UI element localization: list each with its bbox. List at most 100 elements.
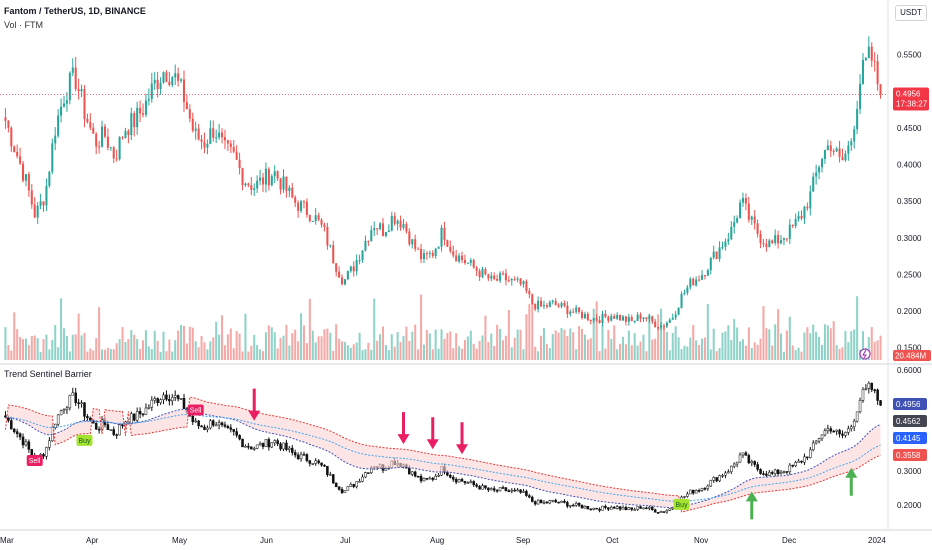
indicator-candle-body (762, 473, 765, 475)
volume-bar (24, 338, 27, 360)
price-tick-label: 0.4000 (897, 161, 922, 170)
indicator-candle-body (484, 485, 487, 489)
volume-bar (370, 349, 373, 360)
indicator-candle-body (238, 435, 241, 440)
down-arrow-icon (397, 412, 410, 445)
volume-bar (235, 331, 238, 360)
volume-bar (586, 339, 589, 360)
volume-bar (45, 334, 48, 360)
indicator-candle-body (873, 389, 876, 391)
candle-body (297, 202, 300, 211)
indicator-candle-body (569, 504, 572, 507)
volume-bar (147, 346, 150, 360)
volume-bar (759, 338, 762, 360)
indicator-candle-body (349, 484, 353, 487)
indicator-candle-body (282, 442, 285, 450)
indicator-candle-body (615, 506, 619, 509)
indicator-candle-body (847, 428, 850, 433)
volume-bar (727, 325, 730, 360)
indicator-candle-body (574, 503, 578, 506)
candle-body (338, 271, 341, 278)
candle-body (627, 316, 630, 322)
indicator-candle-body (741, 452, 745, 456)
volume-bar (311, 330, 314, 360)
volume-bar (182, 325, 186, 360)
volume-bar (774, 324, 777, 360)
volume-bar (487, 342, 490, 360)
candle-body (739, 202, 742, 219)
volume-bar (780, 333, 783, 360)
indicator-candle-body (510, 489, 514, 492)
lightning-icon[interactable] (859, 348, 871, 360)
indicator-candle-body (241, 438, 244, 448)
volume-bar (54, 325, 57, 360)
candle-body (62, 103, 66, 107)
indicator-candle-body (132, 413, 136, 421)
volume-bar (832, 321, 835, 360)
candle-body (232, 147, 235, 152)
candle-body (159, 82, 162, 90)
volume-bar (305, 343, 308, 360)
currency-button[interactable]: USDT (895, 5, 927, 21)
indicator-candle-body (200, 425, 203, 428)
volume-bar (531, 303, 534, 360)
candle-body (750, 216, 753, 220)
volume-bar (39, 351, 42, 360)
buy-signal-badge (76, 434, 93, 446)
candle-body (10, 127, 13, 147)
candle-body (425, 253, 428, 255)
indicator-candle-body (779, 471, 783, 474)
indicator-candle-body (797, 460, 800, 463)
candle-body (74, 67, 77, 90)
time-tick-label: Apr (86, 536, 99, 545)
time-tick-label: Jul (340, 536, 350, 545)
volume-bar (343, 341, 346, 360)
price-axis[interactable]: 0.495617:38:270.55000.45000.40000.35000.… (859, 51, 931, 510)
volume-bar (806, 327, 809, 360)
candle-body (782, 238, 785, 241)
indicator-candle-body (162, 394, 165, 400)
candle-body (542, 305, 545, 307)
indicator-candle-body (864, 388, 868, 390)
volume-bar (244, 313, 247, 360)
volume-bar (481, 335, 484, 360)
volume-bar (300, 313, 303, 360)
volume-bar (607, 329, 610, 360)
volume-bar (159, 351, 162, 360)
indicator-candle-body (624, 507, 628, 511)
indicator-candle-body (469, 481, 473, 483)
volume-bar (352, 344, 355, 360)
candle-body (311, 220, 314, 222)
volume-bar (177, 330, 180, 360)
indicator-candle-body (71, 392, 75, 396)
indicator-candle-body (326, 465, 329, 475)
indicator-candle-body (24, 441, 28, 446)
indicator-candle-body (744, 452, 748, 456)
candle-body (180, 79, 183, 81)
volume-bar (484, 315, 487, 360)
time-axis[interactable]: Mar Apr May Jun Jul Aug Sep Oct Nov Dec 2024 (0, 536, 886, 545)
volume-bar (616, 349, 619, 360)
indicator-candle-body (475, 484, 478, 487)
indicator-candle-body (715, 477, 718, 482)
down-arrow-icon (248, 388, 261, 421)
indicator-candle-body (337, 486, 341, 490)
candle-body (624, 316, 627, 322)
indicator-candle-body (794, 462, 797, 467)
volume-bar (414, 324, 417, 360)
volume-bar (121, 327, 124, 360)
volume-bar (27, 345, 30, 360)
volume-bar (443, 338, 446, 360)
indicator-candle-body (4, 415, 7, 418)
volume-bar (619, 343, 622, 360)
volume-bar (686, 346, 689, 360)
indicator-candle-body (612, 506, 616, 509)
candle-body (329, 245, 332, 247)
indicator-candle-body (314, 460, 317, 464)
candle-body (16, 152, 19, 157)
indicator-candle-body (53, 423, 57, 428)
candle-body (607, 317, 610, 321)
candle-body (168, 81, 171, 86)
